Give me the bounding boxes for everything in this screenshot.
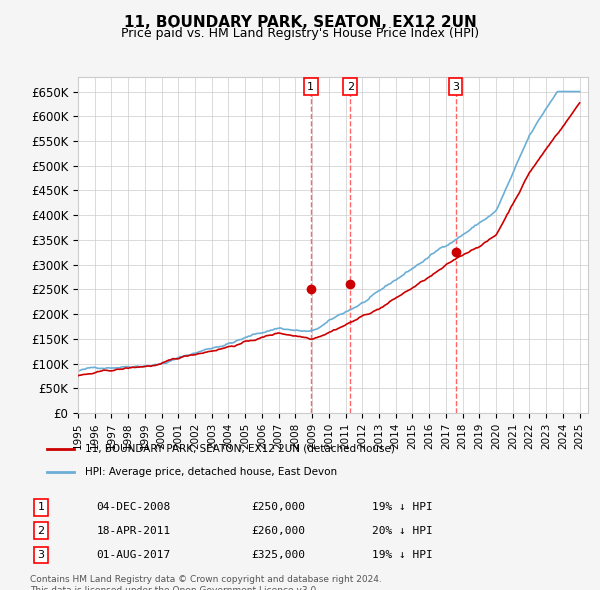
Text: HPI: Average price, detached house, East Devon: HPI: Average price, detached house, East…: [85, 467, 337, 477]
Text: 11, BOUNDARY PARK, SEATON, EX12 2UN (detached house): 11, BOUNDARY PARK, SEATON, EX12 2UN (det…: [85, 444, 395, 454]
Text: 19% ↓ HPI: 19% ↓ HPI: [372, 503, 433, 512]
Text: 3: 3: [38, 550, 44, 560]
Text: Contains HM Land Registry data © Crown copyright and database right 2024.
This d: Contains HM Land Registry data © Crown c…: [30, 575, 382, 590]
Text: £250,000: £250,000: [251, 503, 305, 512]
Text: 3: 3: [452, 81, 459, 91]
Text: 01-AUG-2017: 01-AUG-2017: [96, 550, 170, 560]
Text: 19% ↓ HPI: 19% ↓ HPI: [372, 550, 433, 560]
Text: 1: 1: [307, 81, 314, 91]
Text: 04-DEC-2008: 04-DEC-2008: [96, 503, 170, 512]
Text: 1: 1: [38, 503, 44, 512]
Text: Price paid vs. HM Land Registry's House Price Index (HPI): Price paid vs. HM Land Registry's House …: [121, 27, 479, 40]
Text: 20% ↓ HPI: 20% ↓ HPI: [372, 526, 433, 536]
Text: £325,000: £325,000: [251, 550, 305, 560]
Text: 11, BOUNDARY PARK, SEATON, EX12 2UN: 11, BOUNDARY PARK, SEATON, EX12 2UN: [124, 15, 476, 30]
Text: 2: 2: [347, 81, 354, 91]
Text: 2: 2: [37, 526, 44, 536]
Text: £260,000: £260,000: [251, 526, 305, 536]
Text: 18-APR-2011: 18-APR-2011: [96, 526, 170, 536]
